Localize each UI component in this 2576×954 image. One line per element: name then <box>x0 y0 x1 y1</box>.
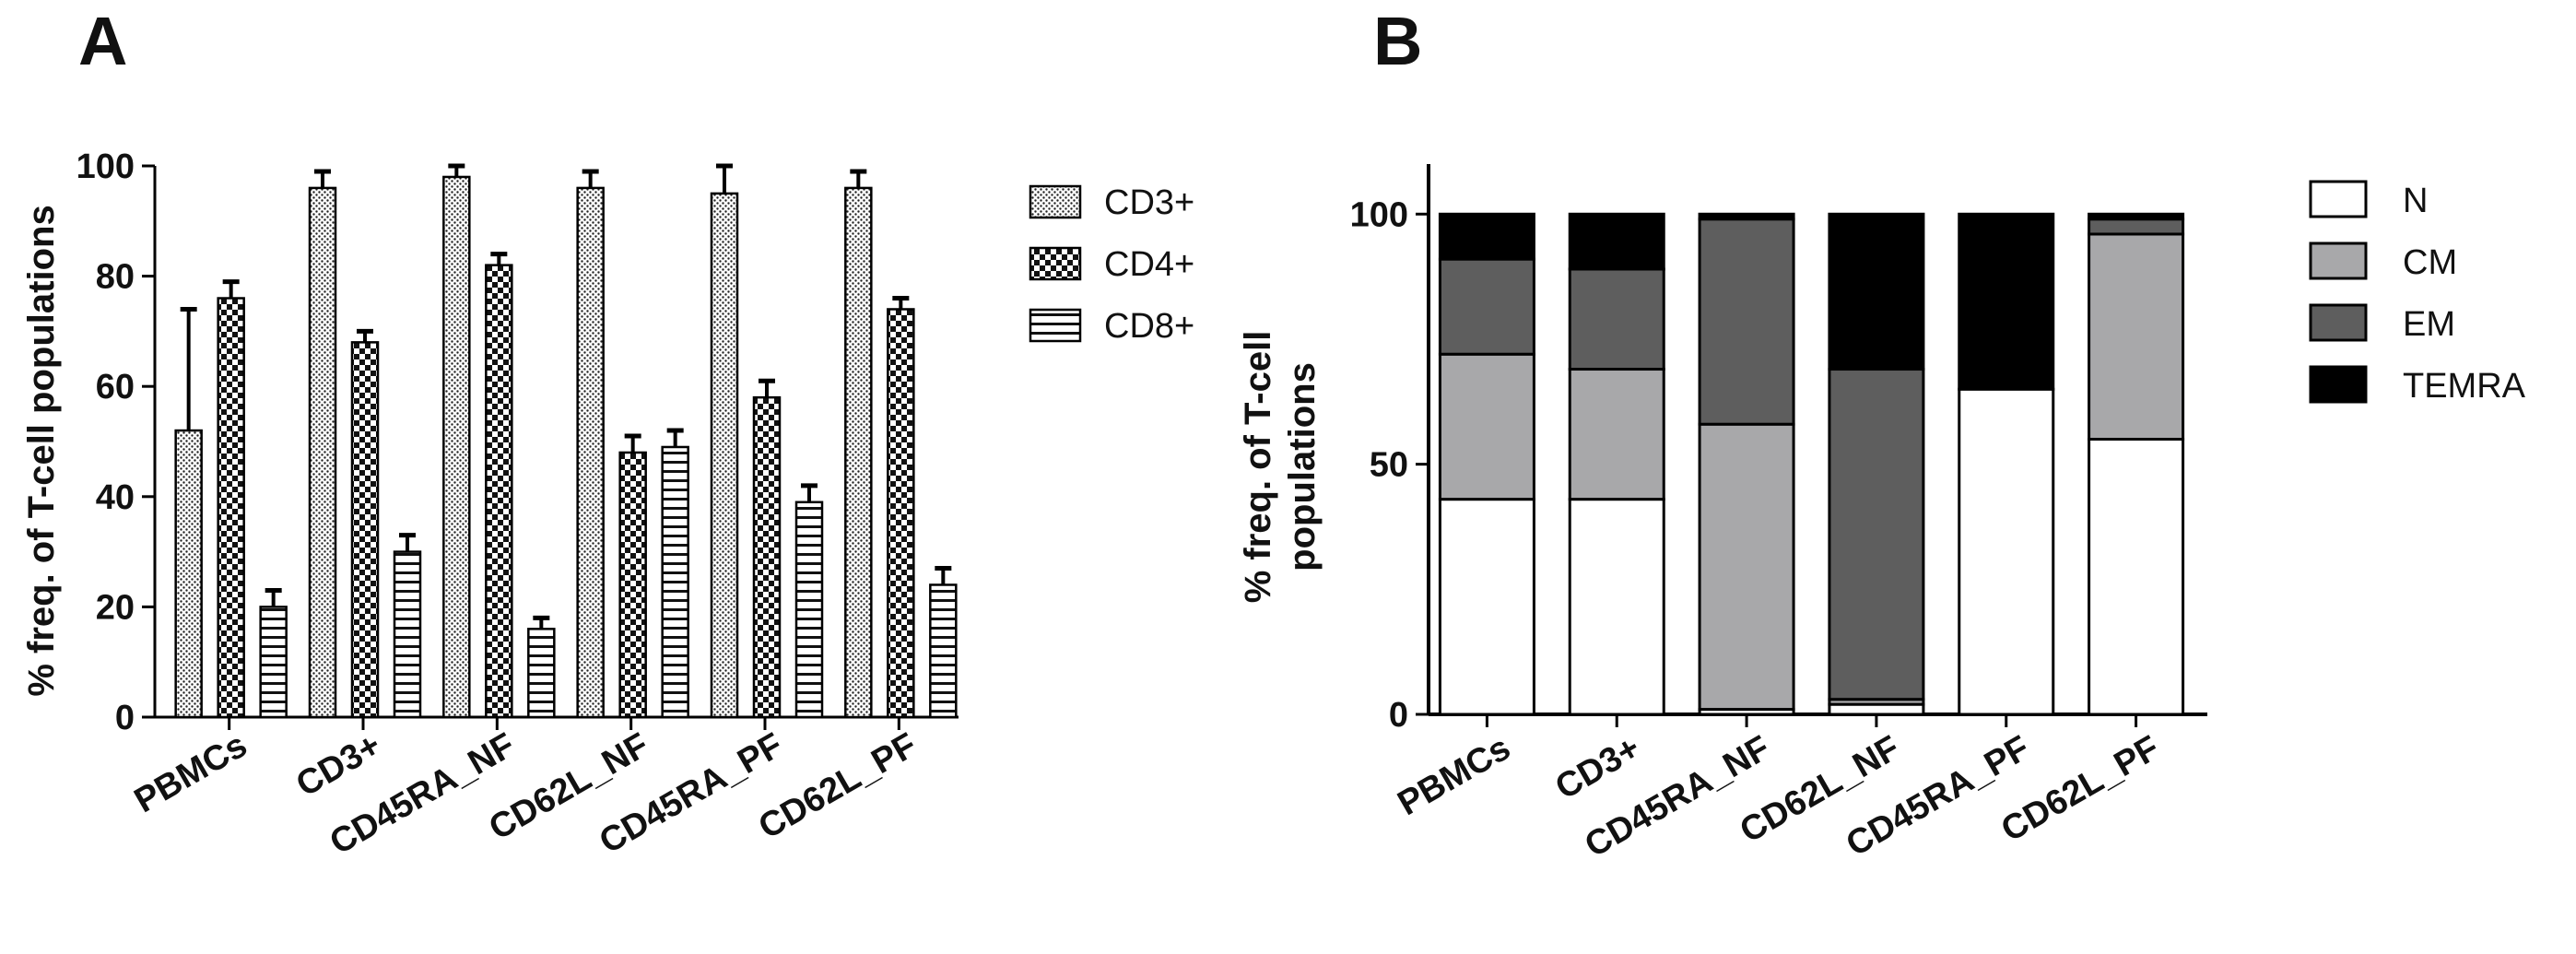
bar-cd62l-pf-cd3 <box>844 186 873 719</box>
legend-swatch-cd8 <box>1029 308 1082 343</box>
bar-cd45ra-nf-cd8 <box>527 628 556 719</box>
panel-b-label: B <box>1373 3 1422 79</box>
bar-cd45ra-pf-cd4 <box>752 395 782 719</box>
legend-swatch-cd3 <box>1029 184 1082 219</box>
y-axis-title-line: % freq. of T-cell <box>1238 331 1278 604</box>
bar-cd3-cd3 <box>308 186 337 719</box>
chart-b: 0 50 100 % freq. of T-cell populations PBMCs C… <box>1238 164 2526 866</box>
x-tick-label-pbmcs: PBMCs <box>128 725 253 820</box>
y-tick-label: 100 <box>1350 195 1408 234</box>
y-tick-label: 80 <box>96 258 135 297</box>
y-axis-title-line: populations <box>1282 362 1323 571</box>
bar-cd62l-nf-cd3 <box>576 186 605 719</box>
bar-cd62l-pf-cd4 <box>887 308 915 719</box>
x-tick-label-cd3: CD3+ <box>1549 728 1647 807</box>
legend-label-cm: CM <box>2403 243 2457 282</box>
legend-label-cd8: CD8+ <box>1104 307 1194 346</box>
bar-pbmcs-cd3 <box>174 429 203 719</box>
y-tick-label: 60 <box>96 368 135 406</box>
legend-swatch-n <box>2309 180 2368 218</box>
legend-label-cd4: CD4+ <box>1104 245 1194 284</box>
bar-segment-pbmcs-em <box>1438 257 1535 356</box>
y-tick-label: 100 <box>76 147 135 186</box>
bar-segment-cd62l-pf-n <box>2088 438 2185 716</box>
bar-segment-cd45ra-nf-temra <box>1698 212 1795 221</box>
bar-pbmcs-cd4 <box>217 297 245 719</box>
bar-segment-cd3-n <box>1568 498 1665 716</box>
panel-a-label: A <box>78 3 127 79</box>
bar-segment-cd45ra-nf-cm <box>1698 422 1795 712</box>
bar-cd45ra-nf-cd3 <box>442 175 471 719</box>
bar-segment-pbmcs-temra <box>1438 212 1535 261</box>
y-tick-label: 40 <box>96 478 135 517</box>
bar-cd3-cd8 <box>393 550 422 719</box>
bar-segment-pbmcs-cm <box>1438 352 1535 501</box>
bar-segment-cd62l-nf-n <box>1828 702 1925 716</box>
bar-cd45ra-nf-cd4 <box>485 264 513 719</box>
bar-pbmcs-cd8 <box>259 606 288 719</box>
y-axis-title: % freq. of T-cell populations <box>21 205 62 696</box>
legend-swatch-temra <box>2309 365 2368 404</box>
bar-segment-cd62l-pf-temra <box>2088 212 2185 221</box>
bar-cd62l-pf-cd8 <box>929 583 958 719</box>
bar-segment-cd3-cm <box>1568 368 1665 501</box>
y-tick-label: 0 <box>115 699 135 737</box>
legend-label-n: N <box>2403 182 2428 220</box>
bar-segment-cd62l-pf-cm <box>2088 232 2185 441</box>
bar-segment-cd3-em <box>1568 267 1665 371</box>
bar-cd3-cd4 <box>350 341 380 719</box>
y-axis-title: % freq. of T-cell populations <box>1238 331 1323 604</box>
legend-swatch-cd4 <box>1029 246 1082 281</box>
bar-segment-cd45ra-pf-temra <box>1958 212 2055 391</box>
legend-label-em: EM <box>2403 305 2455 344</box>
y-tick-label: 20 <box>96 588 135 627</box>
bar-segment-cd45ra-pf-n <box>1958 387 2055 716</box>
bar-cd45ra-pf-cd8 <box>794 501 824 719</box>
bar-segment-pbmcs-n <box>1438 498 1535 716</box>
bar-segment-cd62l-nf-temra <box>1828 212 1925 371</box>
legend-label-temra: TEMRA <box>2403 367 2526 406</box>
bar-segment-cd62l-pf-em <box>2088 218 2185 236</box>
bar-segment-cd3-temra <box>1568 212 1665 271</box>
legend-label-cd3: CD3+ <box>1104 183 1194 222</box>
bar-cd62l-nf-cd4 <box>618 451 647 719</box>
y-tick-label: 0 <box>1389 696 1408 735</box>
x-tick-label-cd3: CD3+ <box>289 725 387 804</box>
y-tick-label: 50 <box>1370 446 1408 485</box>
bar-segment-cd62l-nf-em <box>1828 368 1925 701</box>
chart-a: 0 20 40 60 80 100 % freq. of T-cell population… <box>21 147 1194 863</box>
bar-cd62l-nf-cd8 <box>661 445 689 719</box>
bar-cd45ra-pf-cd3 <box>710 192 739 719</box>
x-tick-label-pbmcs: PBMCs <box>1392 728 1517 823</box>
legend-swatch-em <box>2309 303 2368 342</box>
bar-segment-cd45ra-nf-em <box>1698 218 1795 426</box>
legend-swatch-cm <box>2309 241 2368 280</box>
